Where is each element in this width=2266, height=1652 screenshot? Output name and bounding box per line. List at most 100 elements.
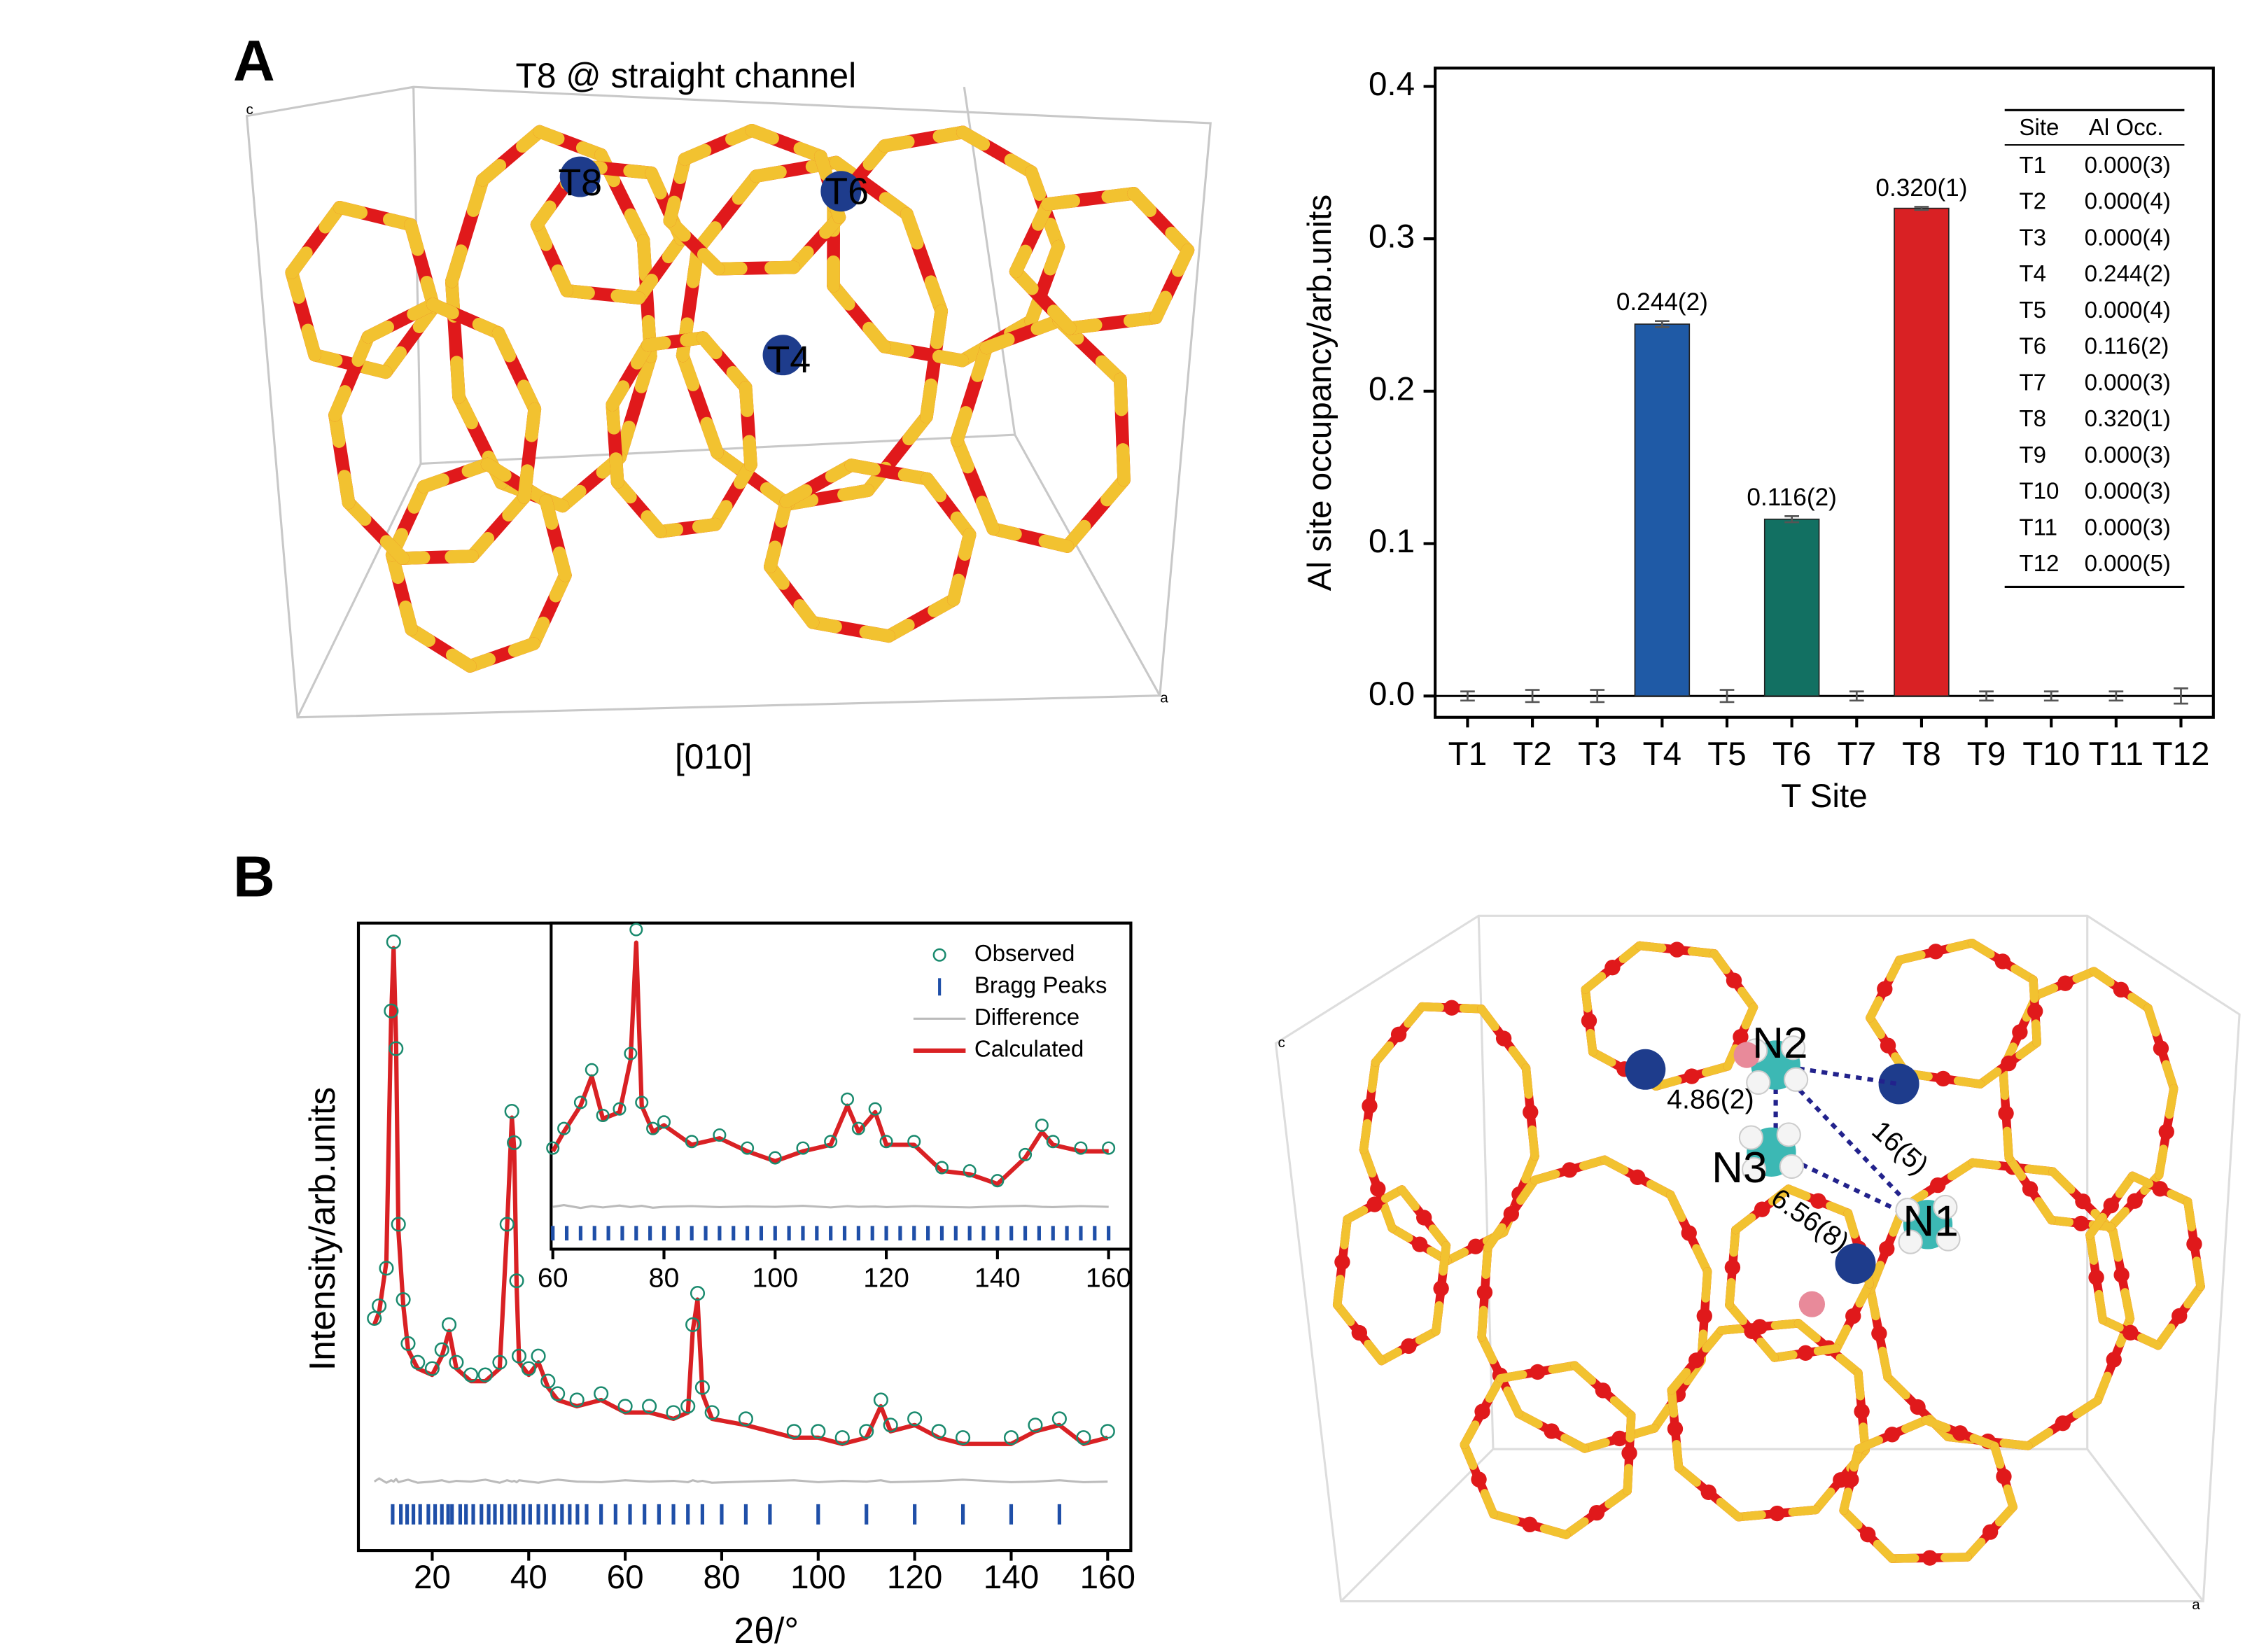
framework-bond (533, 125, 565, 146)
framework-bond (2048, 1167, 2076, 1194)
value-label: 0.320(1) (1875, 174, 1967, 202)
framework-bond (1999, 1064, 2010, 1100)
error-bar (2043, 690, 2059, 702)
observed-point (477, 1367, 493, 1382)
observed-point (666, 1405, 681, 1420)
observed-point (531, 1348, 546, 1364)
framework-bond (1496, 1370, 1527, 1383)
unit-cell-a (245, 85, 1212, 719)
oxygen-atom (1522, 1516, 1538, 1533)
x-tick-label: 100 (790, 1559, 846, 1596)
observed-point (585, 1063, 599, 1077)
framework-bond (426, 298, 459, 320)
table-site: T3 (2019, 225, 2046, 251)
framework-bond (697, 248, 725, 276)
oxygen-atom (1562, 1162, 1578, 1178)
oxygen-atom (2106, 1352, 2122, 1368)
framework-bond (1999, 1438, 2033, 1450)
table-occupancy: 0.000(5) (2085, 551, 2171, 577)
al-atom (1878, 1063, 1919, 1105)
framework-bond (764, 260, 801, 274)
view-label: [010] (675, 737, 752, 776)
framework-bond (508, 637, 540, 657)
site-label: T4 (767, 339, 811, 381)
framework-bond (1503, 1386, 1523, 1418)
framework-bond (1629, 1424, 1659, 1439)
observed-point (386, 934, 401, 950)
oxygen-atom (1474, 1404, 1490, 1420)
framework-bond (379, 535, 410, 565)
table-site: T2 (2019, 189, 2046, 215)
framework-bond (445, 550, 479, 564)
x-tick-label: T3 (1578, 736, 1617, 773)
framework-bond (862, 321, 891, 354)
oxygen-atom (1754, 1201, 1770, 1217)
framework-bond (641, 336, 671, 352)
x-tick-label: T7 (1838, 736, 1877, 773)
oxygen-atom (2153, 1040, 2169, 1056)
framework-bond (1873, 1539, 1897, 1563)
oxygen-atom (1390, 1026, 1407, 1042)
oxygen-atom (1996, 1469, 2012, 1485)
observed-point (840, 1092, 855, 1106)
framework-bond (1940, 1553, 1972, 1562)
table-occupancy: 0.000(3) (2085, 370, 2171, 396)
framework-bond (1521, 1063, 1533, 1099)
x-tick-label: 80 (649, 1262, 680, 1293)
framework-bond (1725, 1278, 1736, 1310)
observed-point (617, 1399, 633, 1414)
error-bar (1460, 690, 1475, 702)
observed-point (511, 1348, 527, 1364)
framework-bond (1397, 1185, 1420, 1211)
table-occupancy: 0.000(4) (2085, 225, 2171, 251)
observed-point (868, 1102, 882, 1116)
framework-bond (285, 246, 313, 279)
framework-bond (609, 452, 624, 489)
oxygen-atom (1884, 1427, 1901, 1443)
framework-bond (1539, 1524, 1571, 1539)
table-site: T4 (2019, 261, 2046, 287)
framework-bond (445, 244, 468, 288)
table-site: T5 (2019, 298, 2046, 323)
oxygen-atom (2022, 1181, 2038, 1197)
oxygen-atom (1611, 1430, 1628, 1447)
oxygen-atom (1588, 1504, 1605, 1521)
oxygen-atom (1351, 1324, 1368, 1341)
oxygen-atom (1994, 953, 2010, 969)
observed-point (442, 1317, 457, 1332)
x-tick-label: 60 (538, 1262, 568, 1293)
observed-point (879, 1135, 893, 1149)
framework-bond (1878, 1346, 1892, 1382)
framework-bond (743, 435, 757, 472)
framework-bond (692, 517, 722, 533)
framework-bond (1716, 1497, 1743, 1522)
oxygen-atom (1530, 1364, 1546, 1380)
framework-bond (1116, 443, 1131, 486)
oxygen-atom (1688, 1352, 1705, 1368)
observed-point (509, 1273, 524, 1289)
error-bar (2174, 687, 2188, 705)
hydrogen-atom (1898, 1229, 1923, 1254)
framework-bond (2032, 983, 2059, 1000)
observed-point (594, 1386, 609, 1401)
observed-point (713, 1128, 727, 1142)
error-bar (1719, 689, 1735, 704)
framework-bond (1038, 534, 1075, 553)
x-tick-label: T10 (2022, 736, 2080, 773)
framework-bond (1047, 304, 1077, 335)
observed-point (786, 1424, 802, 1439)
hydrogen-atom (1936, 1226, 1961, 1252)
framework-bond (745, 124, 779, 145)
observed-point (391, 1217, 406, 1232)
framework-bond (2143, 1003, 2160, 1037)
structures (245, 85, 2241, 1603)
plot-frame (1434, 66, 2215, 719)
x-tick-label: T2 (1513, 736, 1552, 773)
framework-bond (1716, 1324, 1749, 1335)
framework-bond (525, 402, 542, 442)
framework-bond (610, 289, 645, 304)
oxygen-atom (1696, 1308, 1712, 1324)
framework-bond (837, 484, 875, 501)
framework-bond (1843, 1208, 1859, 1239)
framework-bond (1635, 941, 1667, 953)
